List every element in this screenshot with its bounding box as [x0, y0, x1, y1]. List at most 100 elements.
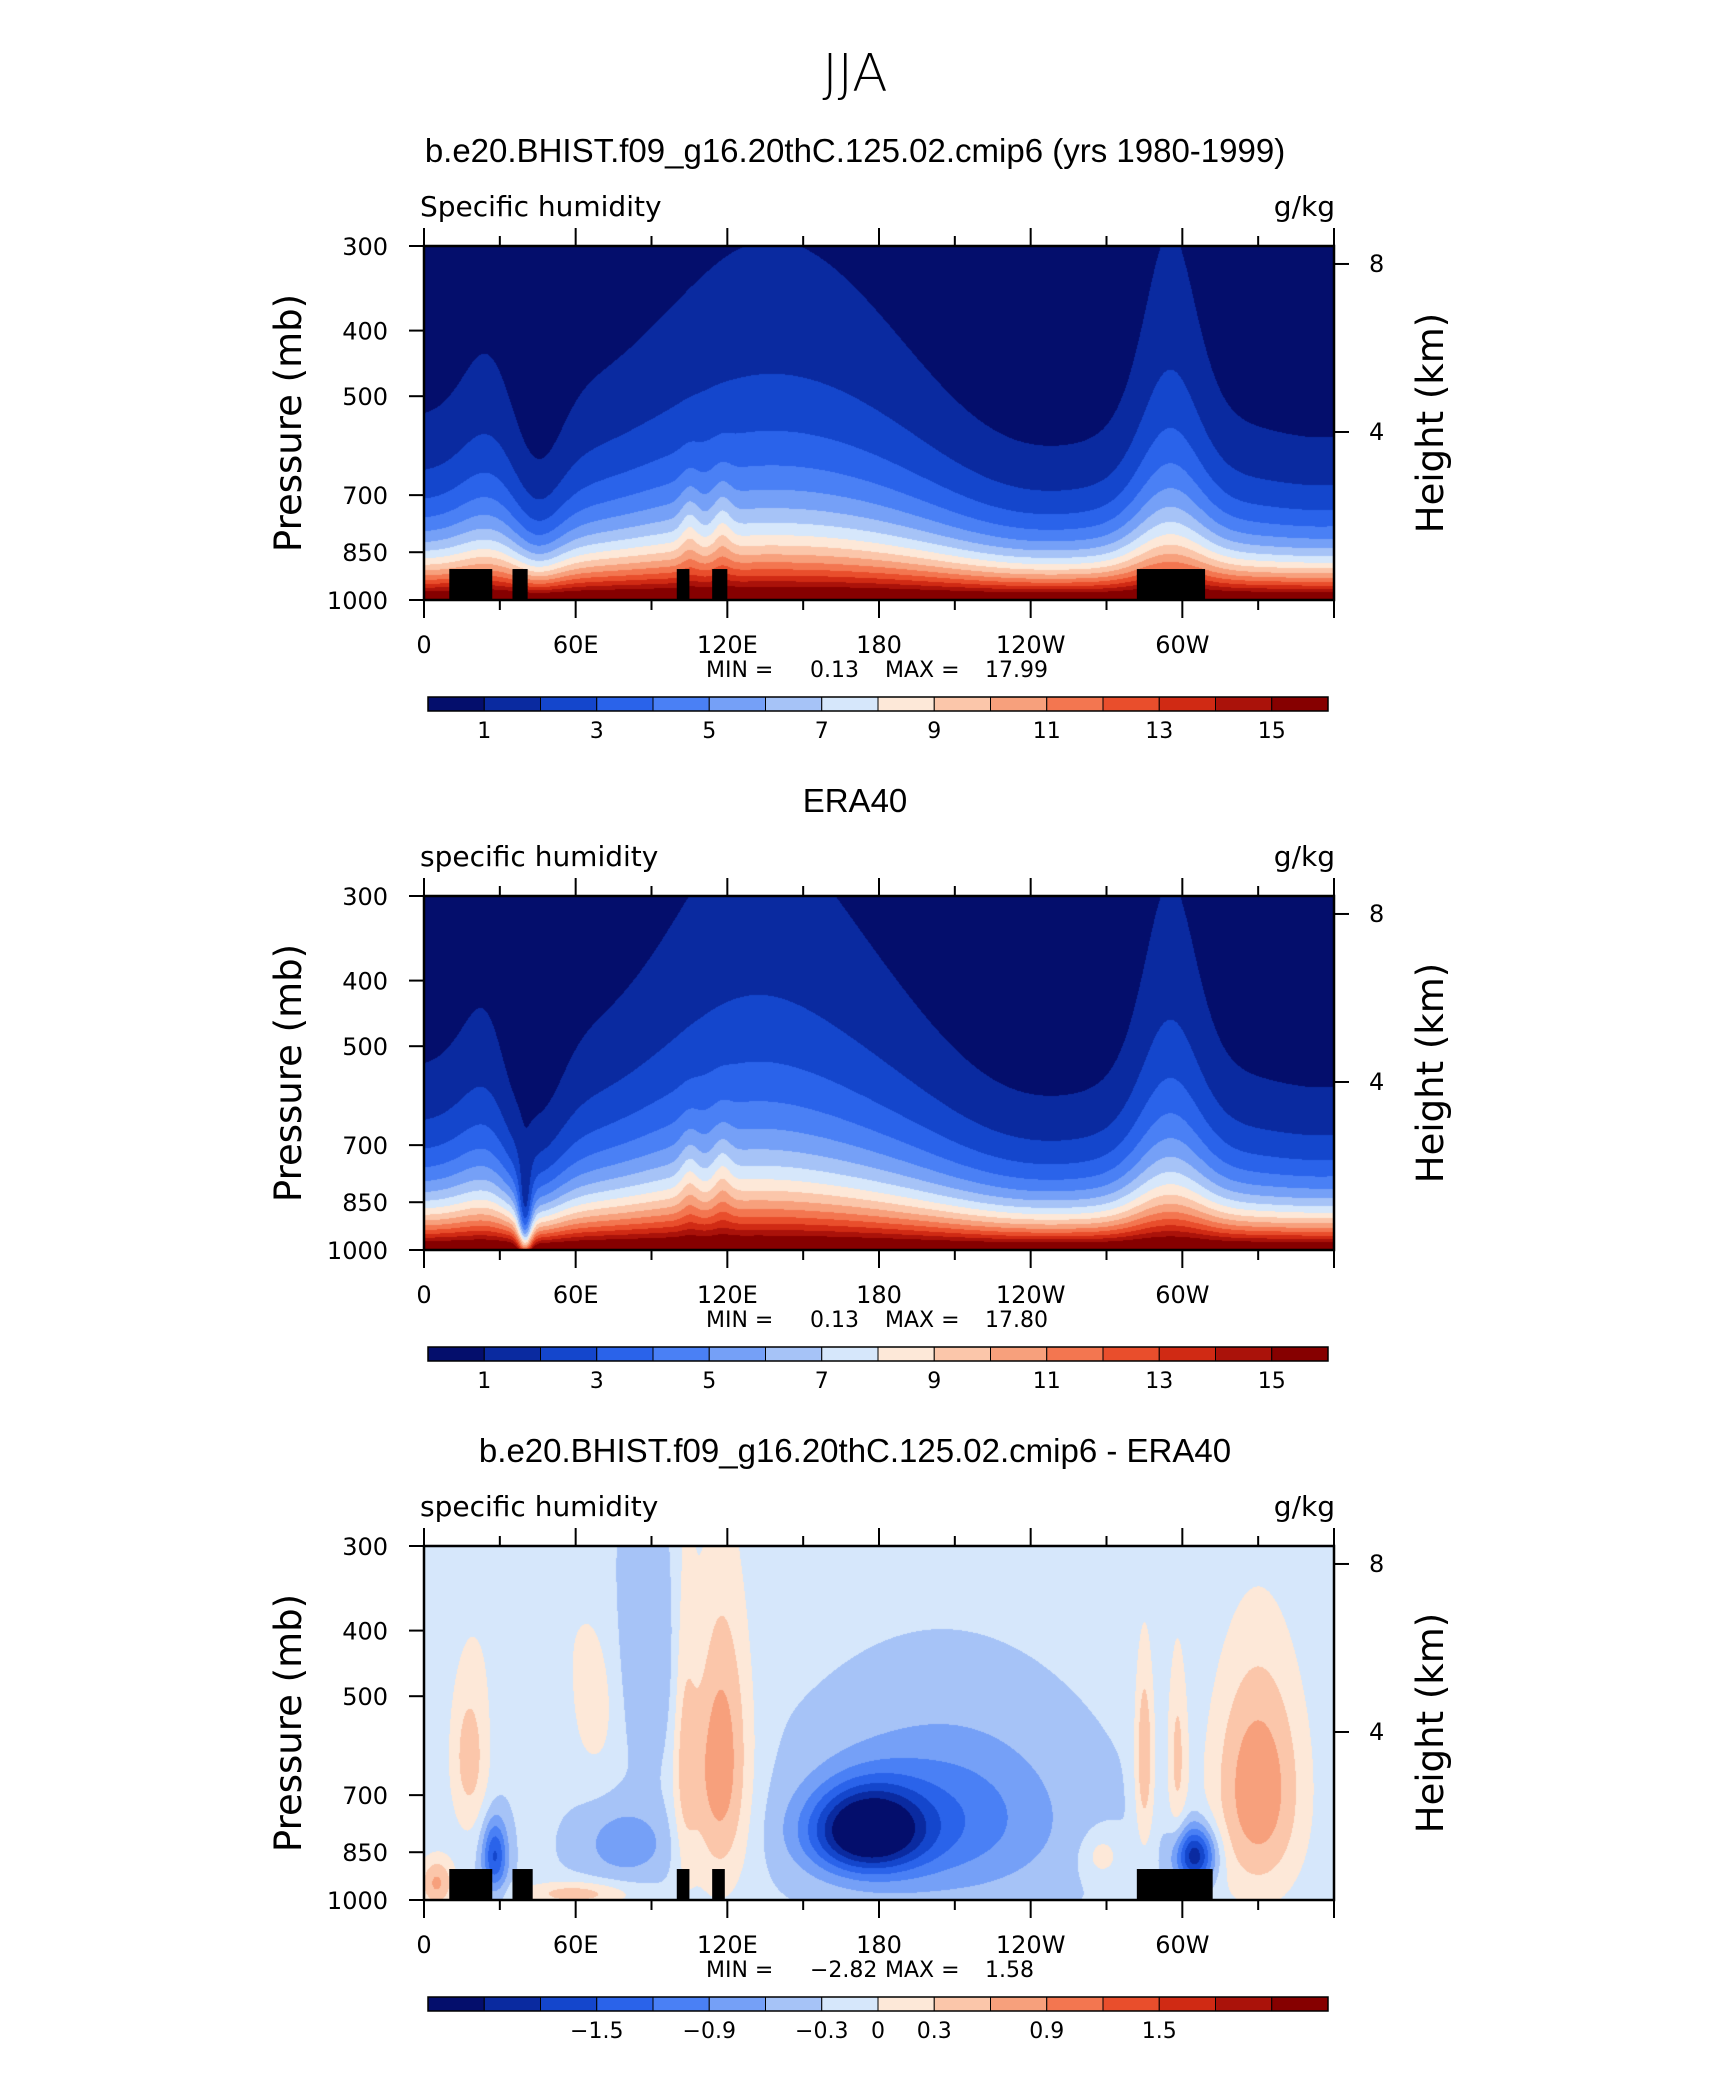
topography-block [712, 569, 728, 600]
figure-title: JJA [822, 44, 888, 104]
panel-model: b.e20.BHIST.f09_g16.20thC.125.02.cmip6 (… [0, 0, 1710, 744]
topography-block [449, 1869, 493, 1900]
chart-diff: 0 60E 120E 180 120W 60W 300 400 500 700 850 1000 8 4 P… [267, 1490, 1452, 2044]
y-tick-label: 300 [342, 883, 388, 911]
panel-title: b.e20.BHIST.f09_g16.20thC.125.02.cmip6 -… [478, 1432, 1232, 1469]
colorbar-frame [427, 696, 1329, 712]
x-tick-label: 180 [856, 631, 902, 659]
topography-block [1136, 1869, 1213, 1900]
y-axis-label: Pressure (mb) [267, 294, 310, 552]
colorbar-swatch [765, 1996, 823, 2012]
panel-diff: b.e20.BHIST.f09_g16.20thC.125.02.cmip6 -… [0, 1300, 1710, 2044]
colorbar-label: 3 [590, 1369, 604, 1394]
x-tick-label: 60E [553, 631, 599, 659]
colorbar-swatch [933, 1996, 991, 2012]
x-tick-label: 0 [416, 1931, 431, 1959]
y-tick-label: 300 [342, 1533, 388, 1561]
y-tick-label: 850 [342, 1189, 388, 1217]
colorbar-swatch [652, 1996, 710, 2012]
max-label: MAX = [885, 1308, 960, 1333]
x-tick-label: 0 [416, 1281, 431, 1309]
min-label: MIN = [706, 1958, 773, 1983]
colorbar-label: 15 [1258, 719, 1286, 744]
y-axis-label: Pressure (mb) [267, 1594, 310, 1852]
y2-axis-label: Height (km) [1409, 1613, 1452, 1833]
y-tick-label: 500 [342, 1683, 388, 1711]
x-tick-label: 60E [553, 1931, 599, 1959]
field-label: specific humidity [420, 840, 658, 873]
topography-block [512, 569, 528, 600]
colorbar-label: 0.3 [917, 2019, 952, 2044]
colorbar-swatch [1046, 1996, 1104, 2012]
topography-block [712, 1869, 725, 1900]
y-tick-label: 500 [342, 1033, 388, 1061]
max-value: 17.99 [985, 658, 1048, 683]
units-label: g/kg [1274, 840, 1335, 873]
min-label: MIN = [706, 658, 773, 683]
x-tick-label: 60E [553, 1281, 599, 1309]
units-label: g/kg [1274, 190, 1335, 223]
x-tick-label: 120E [697, 1281, 758, 1309]
panel-obs: ERA40 0 60E 120E 180 120W 60W 300 400 500 700 850 1… [0, 650, 1710, 1394]
y-tick-label: 400 [342, 318, 388, 346]
colorbar-swatch [1102, 1996, 1160, 2012]
min-label: MIN = [706, 1308, 773, 1333]
colorbar-label: 13 [1145, 719, 1173, 744]
colorbar-label: 1 [477, 719, 491, 744]
y-tick-label: 400 [342, 1618, 388, 1646]
y-tick-label: 1000 [327, 587, 388, 615]
y-tick-label: 850 [342, 539, 388, 567]
colorbar-label: 9 [927, 719, 941, 744]
colorbar-label: 1 [477, 1369, 491, 1394]
y-axis-label: Pressure (mb) [267, 944, 310, 1202]
y-tick-label: 1000 [327, 1887, 388, 1915]
y2-tick-label: 8 [1369, 250, 1384, 278]
x-tick-label: 120W [996, 1281, 1066, 1309]
colorbar-label: 7 [815, 1369, 829, 1394]
y-tick-label: 500 [342, 383, 388, 411]
y-tick-label: 400 [342, 968, 388, 996]
y-tick-label: 700 [342, 1782, 388, 1810]
colorbar-label: 15 [1258, 1369, 1286, 1394]
x-tick-label: 120E [697, 1931, 758, 1959]
topography-block [676, 569, 690, 600]
x-tick-label: 120E [697, 631, 758, 659]
min-value: −2.82 [810, 1958, 877, 1983]
colorbar-swatch [990, 1996, 1048, 2012]
contour-fill [424, 246, 1334, 600]
colorbar-label: 5 [702, 719, 716, 744]
colorbar-swatch [877, 1996, 935, 2012]
colorbar-label: −0.9 [683, 2019, 736, 2044]
colorbar-swatch [596, 1996, 654, 2012]
colorbar-swatch [1215, 1996, 1273, 2012]
field-label: Specific humidity [420, 190, 662, 223]
y2-tick-label: 4 [1369, 1718, 1384, 1746]
colorbar-label: 11 [1033, 1369, 1061, 1394]
units-label: g/kg [1274, 1490, 1335, 1523]
colorbar-label: 0.9 [1029, 2019, 1064, 2044]
panel-title: b.e20.BHIST.f09_g16.20thC.125.02.cmip6 (… [424, 132, 1286, 169]
max-value: 17.80 [985, 1308, 1048, 1333]
y-tick-label: 1000 [327, 1237, 388, 1265]
chart-obs: 0 60E 120E 180 120W 60W 300 400 500 700 850 1000 8 4 P… [267, 840, 1452, 1394]
x-tick-label: 60W [1155, 1931, 1209, 1959]
topography-block [449, 569, 493, 600]
y2-tick-label: 8 [1369, 900, 1384, 928]
field-label: specific humidity [420, 1490, 658, 1523]
panel-title: ERA40 [802, 782, 908, 819]
colorbar-label: 11 [1033, 719, 1061, 744]
colorbar-swatch [1271, 1996, 1329, 2012]
colorbar-label: 13 [1145, 1369, 1173, 1394]
y2-axis-label: Height (km) [1409, 313, 1452, 533]
min-value: 0.13 [810, 1308, 859, 1333]
contour-fill [424, 896, 1334, 1250]
colorbar-frame [427, 1996, 1329, 2012]
y2-axis-label: Height (km) [1409, 963, 1452, 1183]
contour-fill [424, 1546, 1334, 1900]
max-label: MAX = [885, 658, 960, 683]
y-tick-label: 300 [342, 233, 388, 261]
colorbar-swatch [821, 1996, 879, 2012]
max-value: 1.58 [985, 1958, 1034, 1983]
y2-tick-label: 8 [1369, 1550, 1384, 1578]
topography-block [512, 1869, 533, 1900]
